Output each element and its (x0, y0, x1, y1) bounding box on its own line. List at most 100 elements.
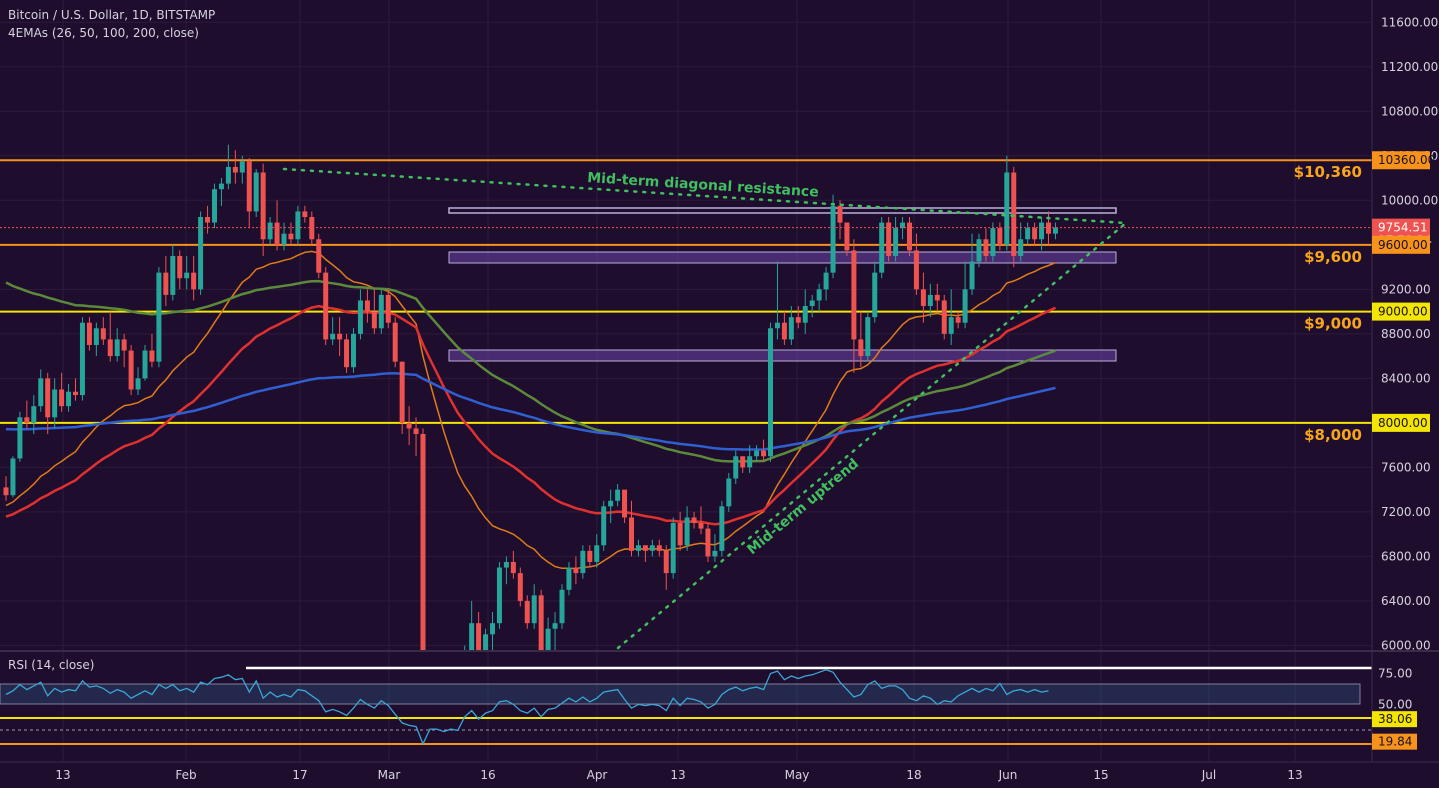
candle-body (38, 378, 44, 407)
candle-body (52, 389, 58, 418)
price-tag-box (1372, 235, 1430, 254)
candle-body (913, 250, 919, 290)
level-label: $9,600 (1304, 248, 1362, 266)
candle-body (761, 450, 767, 457)
candle-body (1018, 239, 1024, 256)
candle-body (663, 550, 669, 574)
candle-body (17, 417, 23, 459)
candle-body (364, 300, 370, 312)
candle-body (66, 391, 72, 407)
time-axis-tick-label: 18 (906, 768, 921, 782)
candle-body (420, 434, 426, 651)
price-tag-box (1372, 151, 1430, 170)
candle-body (1046, 222, 1051, 234)
candle-body (747, 456, 753, 468)
rsi-tag-label: 75.00 (1378, 667, 1412, 681)
time-axis-tick-label: Mar (378, 768, 401, 782)
candle-body (149, 350, 155, 362)
candle-body (225, 166, 231, 184)
candle-body (316, 239, 322, 273)
candle-body (900, 222, 906, 229)
rsi-band (0, 683, 1361, 705)
rsi-tag-box (1372, 711, 1417, 728)
candle-body (45, 378, 51, 418)
candle-body (795, 317, 801, 323)
candle-body (295, 211, 301, 240)
grid-lines (0, 0, 1372, 762)
candle-body (608, 500, 614, 507)
price-axis-tick-label: 10800.00 (1381, 104, 1438, 118)
candle-body (496, 567, 502, 624)
candle-body (802, 306, 808, 323)
candle-body (184, 272, 190, 279)
time-axis[interactable]: 13 Feb 17 Mar 16 Apr 13 May 18 Jun 15 Jul 13 (55, 768, 1302, 782)
zone-lower (448, 349, 1117, 362)
candle-body (1052, 227, 1058, 234)
chart-title: Bitcoin / U.S. Dollar, 1D, BITSTAMP (8, 8, 216, 22)
consolidation-zones (448, 207, 1117, 362)
candle-body (622, 489, 628, 518)
candle-body (177, 255, 183, 279)
candle-body (371, 311, 377, 329)
candle-body (712, 550, 718, 557)
candle-body (587, 550, 593, 562)
candle-body (73, 391, 78, 396)
candle-body (768, 328, 773, 457)
indicator-label: 4EMAs (26, 50, 100, 200, close) (8, 26, 199, 40)
price-axis[interactable]: 11600.0011200.0010800.0010400.0010000.00… (1381, 15, 1438, 652)
candle-body (1039, 222, 1045, 240)
candle-body (858, 339, 864, 357)
candle-body (1004, 172, 1010, 245)
candle-body (990, 228, 996, 256)
candle-body (809, 300, 815, 307)
candle-body (566, 567, 572, 590)
time-axis-tick-label: 16 (480, 768, 495, 782)
candle-body (476, 623, 482, 651)
price-tag-box (1372, 413, 1430, 432)
ema-26-line (5, 250, 1056, 570)
candle-body (615, 489, 621, 501)
candle-body (969, 261, 975, 290)
candle-body (774, 322, 780, 329)
candle-body (629, 517, 634, 551)
candle-body (1011, 172, 1017, 256)
ema-200-line (5, 372, 1056, 451)
candle-body (545, 628, 551, 651)
candle-body (580, 550, 586, 574)
candle-body (246, 161, 252, 212)
candle-body (135, 378, 141, 390)
candle-body (212, 189, 217, 223)
candle-body (726, 478, 732, 507)
ema-50-line (5, 304, 1057, 526)
candle-body (10, 458, 16, 496)
candle-body (893, 228, 899, 256)
price-axis-tick-label: 7600.00 (1381, 460, 1431, 474)
candle-body (198, 217, 204, 290)
zone-upper (448, 207, 1117, 214)
candle-body (170, 255, 176, 295)
candle-body (357, 300, 363, 334)
candle-body (385, 294, 391, 323)
candle-body (337, 333, 343, 340)
price-axis-tick-label: 7200.00 (1381, 505, 1431, 519)
candle-body (239, 161, 245, 173)
level-label: $10,360 (1294, 163, 1362, 181)
rsi-tag-label: 50.00 (1378, 697, 1412, 711)
candle-body (851, 250, 857, 340)
price-axis-tick-label: 10000.00 (1381, 193, 1438, 207)
candle-body (24, 417, 30, 423)
candle-body (740, 456, 746, 468)
candle-body (128, 350, 134, 390)
candle-body (635, 545, 641, 551)
candle-body (156, 272, 162, 362)
price-tag-box (1372, 302, 1430, 321)
candle-body (323, 272, 329, 340)
candle-body (816, 289, 822, 301)
horizontal-levels (0, 159, 1372, 424)
candle-body (1032, 228, 1038, 240)
candle-body (983, 239, 989, 256)
candle-body (872, 272, 878, 318)
